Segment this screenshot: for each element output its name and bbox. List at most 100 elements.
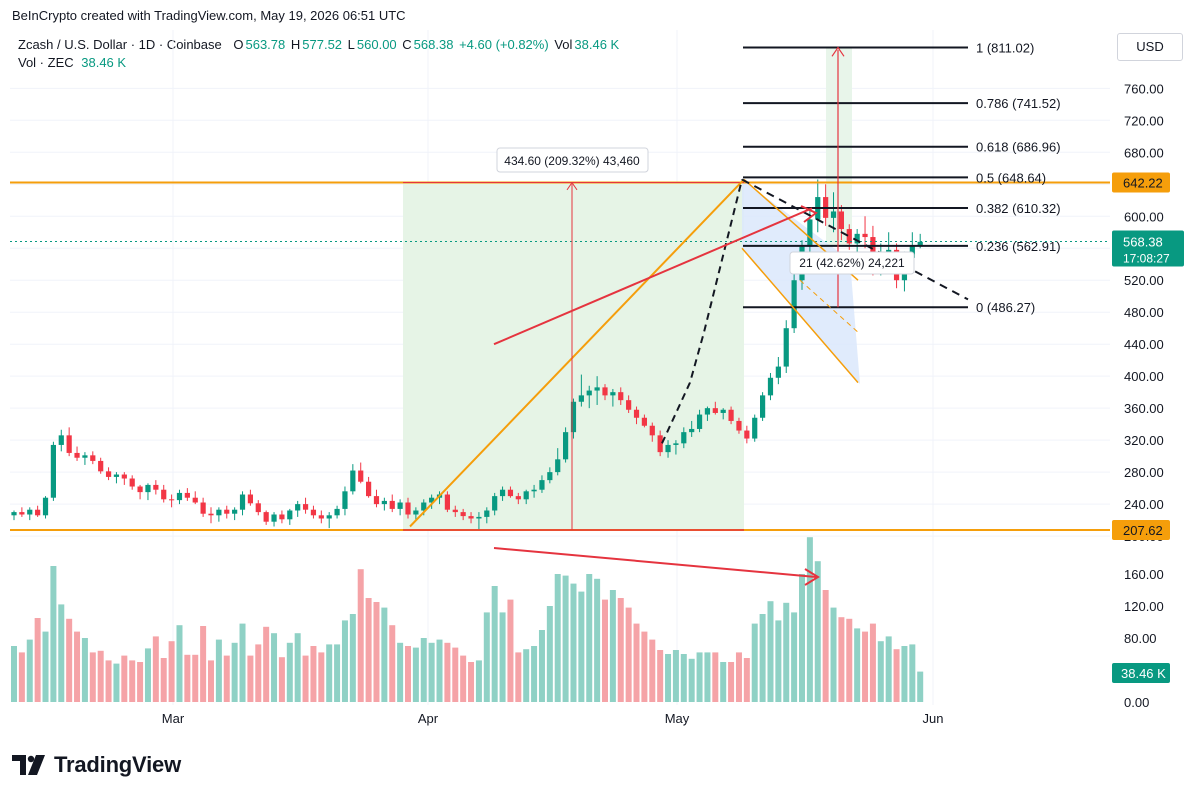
candle[interactable]	[153, 480, 159, 495]
candle[interactable]	[689, 420, 695, 437]
candle[interactable]	[484, 507, 490, 524]
candle[interactable]	[515, 492, 521, 505]
candle[interactable]	[712, 401, 718, 415]
candle[interactable]	[468, 512, 474, 524]
candle[interactable]	[373, 489, 380, 508]
candle[interactable]	[121, 472, 127, 485]
candle[interactable]	[547, 467, 553, 484]
candle[interactable]	[523, 489, 529, 505]
candle[interactable]	[452, 505, 458, 517]
candle[interactable]	[657, 430, 663, 457]
candle[interactable]	[744, 425, 750, 444]
candle[interactable]	[200, 497, 206, 517]
candle[interactable]	[830, 192, 837, 233]
candle[interactable]	[862, 216, 868, 249]
candle[interactable]	[19, 507, 25, 517]
candle[interactable]	[594, 376, 600, 405]
candle[interactable]	[326, 512, 332, 529]
candle[interactable]	[279, 510, 285, 524]
candle[interactable]	[105, 467, 112, 481]
currency-button[interactable]: USD	[1117, 33, 1183, 61]
candle[interactable]	[224, 505, 230, 519]
candle[interactable]	[90, 451, 96, 465]
tradingview-logo[interactable]: TradingView	[12, 752, 181, 778]
candle[interactable]	[429, 494, 435, 509]
candle[interactable]	[539, 475, 545, 493]
candle[interactable]	[681, 427, 687, 449]
candle[interactable]	[492, 492, 498, 516]
volume-trend-arrow[interactable]	[493, 547, 817, 578]
candle[interactable]	[334, 505, 340, 519]
candle[interactable]	[397, 499, 403, 516]
candle[interactable]	[791, 272, 797, 333]
candle[interactable]	[499, 486, 506, 501]
candle[interactable]	[358, 462, 364, 484]
candle[interactable]	[460, 508, 466, 521]
candle[interactable]	[287, 508, 293, 525]
candle[interactable]	[783, 320, 789, 373]
candle[interactable]	[736, 417, 742, 434]
candle[interactable]	[82, 452, 88, 465]
candle[interactable]	[271, 512, 277, 527]
candle[interactable]	[310, 505, 317, 519]
candle[interactable]	[752, 414, 758, 442]
candle[interactable]	[216, 507, 222, 522]
candle[interactable]	[555, 448, 561, 476]
candle[interactable]	[366, 476, 372, 498]
candle[interactable]	[775, 356, 781, 385]
candle[interactable]	[618, 387, 624, 405]
candle[interactable]	[232, 507, 238, 521]
candle[interactable]	[192, 491, 198, 505]
candle[interactable]	[563, 427, 569, 463]
candle[interactable]	[295, 500, 301, 517]
candle[interactable]	[641, 414, 647, 428]
candle[interactable]	[673, 440, 679, 455]
candle[interactable]	[838, 205, 844, 241]
candle[interactable]	[350, 464, 356, 495]
candle[interactable]	[696, 409, 703, 433]
candle[interactable]	[302, 497, 309, 514]
candle[interactable]	[169, 494, 175, 508]
candle[interactable]	[137, 484, 143, 500]
price-trend-arrow[interactable]	[493, 207, 813, 346]
symbol-title[interactable]: Zcash / U.S. Dollar · 1D · Coinbase	[18, 37, 222, 52]
candle[interactable]	[176, 489, 183, 505]
candle[interactable]	[444, 491, 450, 513]
candle[interactable]	[129, 475, 135, 490]
candle[interactable]	[413, 507, 419, 521]
candle[interactable]	[35, 505, 41, 517]
candle[interactable]	[602, 384, 608, 401]
candle[interactable]	[42, 496, 49, 519]
candle[interactable]	[263, 510, 269, 525]
candle[interactable]	[161, 484, 167, 503]
candle[interactable]	[50, 441, 56, 501]
candle[interactable]	[184, 488, 190, 501]
candle[interactable]	[626, 395, 632, 413]
candle[interactable]	[74, 446, 80, 461]
candle[interactable]	[665, 440, 671, 458]
candle[interactable]	[507, 486, 514, 498]
candle[interactable]	[208, 507, 214, 524]
candle[interactable]	[570, 398, 577, 439]
candle[interactable]	[145, 483, 151, 501]
candle[interactable]	[247, 489, 253, 506]
candle[interactable]	[633, 406, 640, 425]
level-price-tag[interactable]: 207.62	[1112, 520, 1170, 540]
candle[interactable]	[389, 494, 395, 513]
vol-row-label[interactable]: Vol · ZEC	[18, 55, 74, 70]
rising-trendline[interactable]	[409, 178, 745, 528]
candle[interactable]	[610, 388, 616, 407]
candle[interactable]	[318, 510, 324, 524]
last-price-tag[interactable]: 568.38 17:08:27	[1112, 230, 1184, 267]
candle[interactable]	[767, 372, 774, 401]
level-price-tag[interactable]: 642.22	[1112, 172, 1170, 193]
candle[interactable]	[720, 408, 726, 420]
candle[interactable]	[239, 491, 246, 516]
candle[interactable]	[728, 406, 734, 425]
candle[interactable]	[586, 385, 592, 409]
candle[interactable]	[11, 510, 17, 521]
candle[interactable]	[66, 427, 72, 457]
candle[interactable]	[815, 179, 821, 233]
candle[interactable]	[27, 507, 33, 521]
last-volume-tag[interactable]: 38.46 K	[1112, 663, 1170, 683]
